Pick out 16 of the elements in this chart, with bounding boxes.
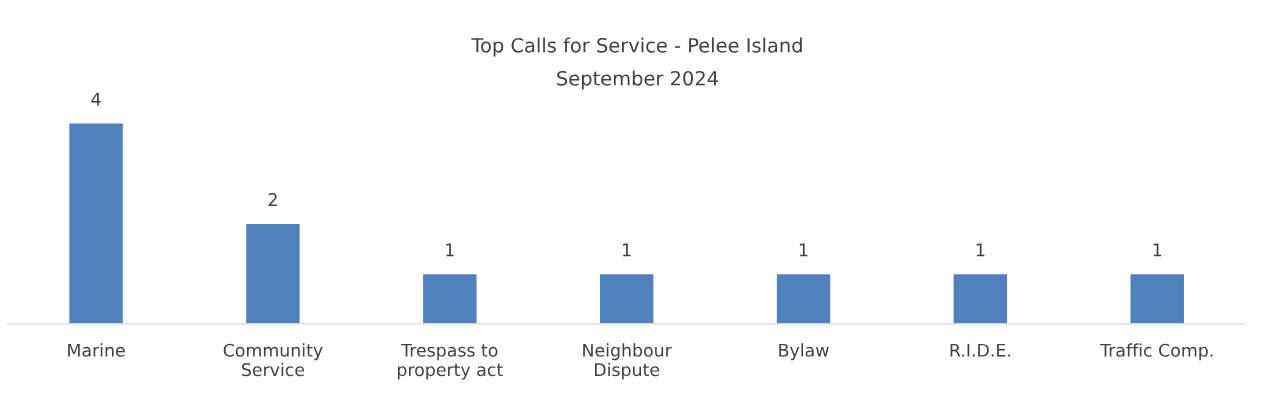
x-tick-label: Bylaw: [779, 343, 829, 361]
data-label: 2: [268, 193, 277, 206]
x-tick-label: R.I.D.E.: [950, 343, 1010, 357]
data-label: 1: [976, 243, 985, 257]
x-tick-label: Trespass to property act: [397, 343, 503, 380]
x-tick-label: Traffic Comp.: [1100, 343, 1213, 361]
x-tick-label: Neighbour Dispute: [583, 343, 672, 380]
x-tick-label: Community Service: [223, 343, 323, 377]
data-label: 1: [1153, 243, 1162, 257]
chart-title: Top Calls for Service - Pelee Island: [471, 37, 802, 57]
data-label: 1: [799, 243, 808, 257]
x-tick-label: Marine: [68, 343, 125, 357]
chart-subtitle: September 2024: [557, 70, 718, 90]
data-label: 1: [446, 243, 454, 257]
data-label: 1: [623, 243, 631, 257]
data-label: 4: [91, 92, 101, 106]
